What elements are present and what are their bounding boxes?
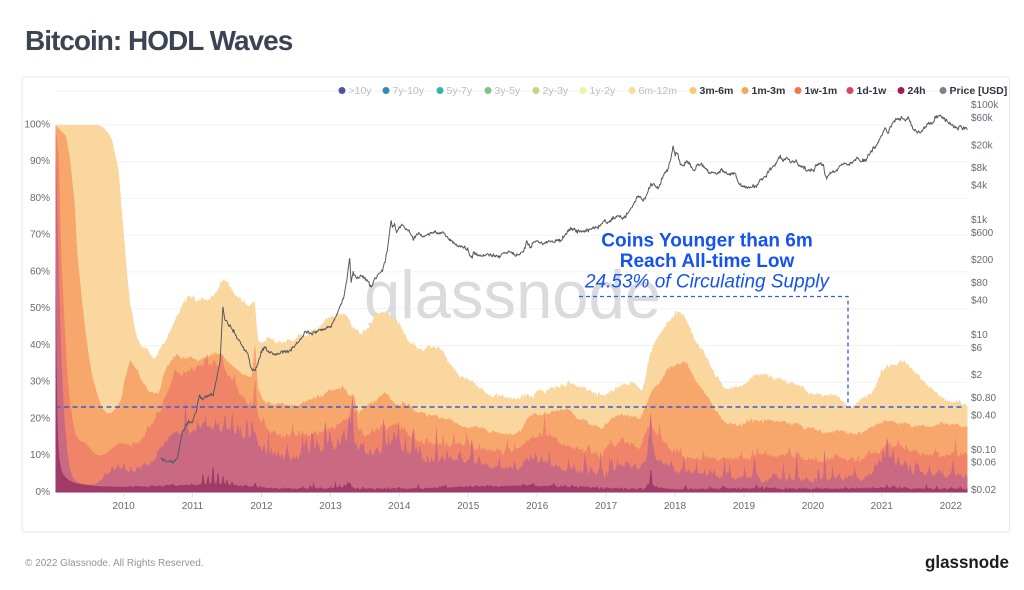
svg-text:Bitcoin: HODL Waves: Bitcoin: HODL Waves	[25, 25, 293, 56]
svg-text:90%: 90%	[30, 156, 50, 167]
svg-text:2010: 2010	[112, 501, 135, 512]
svg-text:$6: $6	[971, 343, 983, 354]
svg-text:2022: 2022	[940, 501, 963, 512]
svg-text:2015: 2015	[457, 501, 480, 512]
svg-text:24.53% of Circulating Supply: 24.53% of Circulating Supply	[584, 272, 830, 293]
svg-text:Coins Younger than 6m: Coins Younger than 6m	[601, 231, 813, 252]
svg-text:1w-1m: 1w-1m	[805, 85, 838, 97]
svg-text:2013: 2013	[319, 501, 342, 512]
svg-text:$40: $40	[971, 295, 988, 306]
svg-text:$1k: $1k	[971, 215, 988, 226]
svg-text:$20k: $20k	[971, 140, 994, 151]
svg-text:$200: $200	[971, 255, 994, 266]
svg-text:$600: $600	[971, 228, 994, 239]
svg-text:2012: 2012	[250, 501, 273, 512]
svg-text:$10: $10	[971, 330, 988, 341]
svg-text:$60k: $60k	[971, 113, 994, 124]
svg-text:$0.02: $0.02	[971, 485, 996, 496]
svg-text:70%: 70%	[30, 230, 50, 241]
svg-text:$0.06: $0.06	[971, 458, 996, 469]
svg-text:2011: 2011	[182, 501, 204, 512]
svg-text:80%: 80%	[30, 193, 50, 204]
svg-text:100%: 100%	[24, 119, 50, 130]
svg-text:7y-10y: 7y-10y	[393, 85, 425, 97]
svg-text:50%: 50%	[30, 303, 50, 314]
svg-text:glassnode: glassnode	[364, 257, 661, 333]
svg-text:3y-5y: 3y-5y	[495, 85, 521, 97]
svg-text:Price [USD]: Price [USD]	[950, 85, 1008, 97]
svg-text:5y-7y: 5y-7y	[447, 85, 473, 97]
svg-text:24h: 24h	[908, 85, 926, 97]
svg-text:30%: 30%	[30, 377, 50, 388]
svg-text:2016: 2016	[526, 501, 549, 512]
svg-text:10%: 10%	[30, 450, 50, 461]
svg-text:2019: 2019	[733, 501, 756, 512]
svg-text:$0.80: $0.80	[971, 393, 996, 404]
svg-text:0%: 0%	[36, 487, 51, 498]
svg-text:© 2022 Glassnode. All Rights R: © 2022 Glassnode. All Rights Reserved.	[25, 558, 204, 569]
svg-text:$8k: $8k	[971, 163, 988, 174]
svg-text:3m-6m: 3m-6m	[700, 85, 734, 97]
svg-text:2018: 2018	[664, 501, 687, 512]
svg-text:2014: 2014	[388, 501, 411, 512]
svg-text:glassnode: glassnode	[925, 552, 1009, 572]
svg-text:60%: 60%	[30, 266, 50, 277]
svg-text:$80: $80	[971, 278, 988, 289]
svg-text:1d-1w: 1d-1w	[857, 85, 888, 97]
svg-text:$100k: $100k	[971, 100, 999, 111]
svg-text:Reach All-time Low: Reach All-time Low	[620, 251, 795, 272]
svg-text:40%: 40%	[30, 340, 50, 351]
svg-text:2021: 2021	[871, 501, 894, 512]
svg-text:2020: 2020	[802, 501, 825, 512]
svg-text:$0.10: $0.10	[971, 445, 996, 456]
svg-text:$0.40: $0.40	[971, 410, 996, 421]
svg-text:>10y: >10y	[349, 85, 373, 97]
svg-text:2y-3y: 2y-3y	[543, 85, 569, 97]
svg-text:$4k: $4k	[971, 181, 988, 192]
svg-text:$2: $2	[971, 370, 983, 381]
svg-text:2017: 2017	[595, 501, 618, 512]
svg-text:6m-12m: 6m-12m	[639, 85, 678, 97]
svg-text:1m-3m: 1m-3m	[752, 85, 786, 97]
svg-text:20%: 20%	[30, 414, 50, 425]
svg-text:1y-2y: 1y-2y	[590, 85, 616, 97]
